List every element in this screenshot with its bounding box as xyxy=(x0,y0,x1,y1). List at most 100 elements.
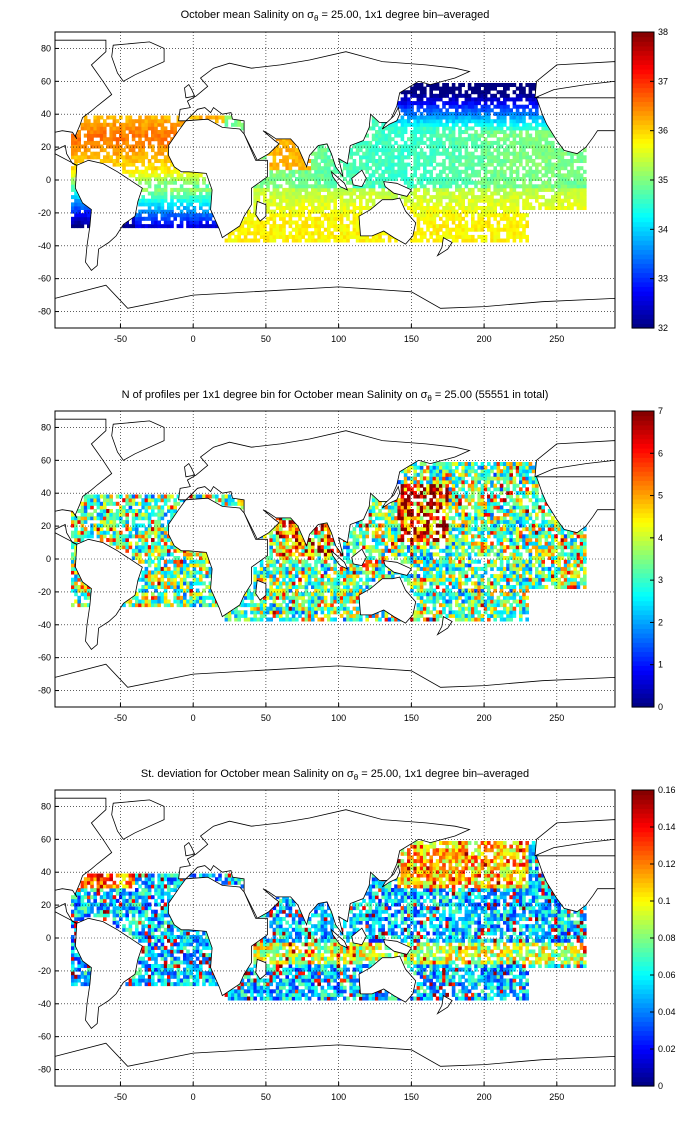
colorbar-swatch xyxy=(632,244,654,250)
colorbar-swatch xyxy=(632,956,654,962)
colorbar-tick-label: 0.08 xyxy=(658,933,676,943)
y-tick-label: 20 xyxy=(41,900,51,910)
colorbar-swatch xyxy=(632,281,654,287)
colorbar-swatch xyxy=(632,230,654,237)
colorbar-swatch xyxy=(632,864,654,870)
colorbar-swatch xyxy=(632,443,654,449)
colorbar-tick-label: 34 xyxy=(658,224,668,234)
y-tick-label: 20 xyxy=(41,142,51,152)
colorbar-swatch xyxy=(632,189,654,195)
colorbar-swatch xyxy=(632,961,654,967)
data-cells xyxy=(71,462,587,622)
land-outline xyxy=(168,118,268,239)
colorbar-swatch xyxy=(632,1067,654,1073)
colorbar-tick-label: 0.12 xyxy=(658,859,676,869)
panel-title: October mean Salinity on σθ = 25.00, 1x1… xyxy=(181,9,490,23)
colorbar-swatch xyxy=(632,272,654,278)
colorbar-swatch xyxy=(632,106,654,112)
colorbar-swatch xyxy=(632,1058,654,1064)
map-panel-2: N of profiles per 1x1 degree bin for Oct… xyxy=(38,389,663,723)
land-outline xyxy=(111,420,165,461)
colorbar-swatch xyxy=(632,1053,654,1059)
colorbar-swatch xyxy=(632,258,654,264)
colorbar-swatch xyxy=(632,840,654,847)
panel-title: St. deviation for October mean Salinity … xyxy=(141,768,529,782)
coastlines xyxy=(54,418,616,708)
x-tick-label: 200 xyxy=(477,713,492,723)
colorbar-swatch xyxy=(632,452,654,458)
land-outline xyxy=(168,497,268,618)
y-tick-label: -60 xyxy=(38,274,51,284)
colorbar-swatch xyxy=(632,78,654,84)
colorbar-swatch xyxy=(632,670,654,676)
colorbar-swatch xyxy=(632,295,654,301)
colorbar-swatch xyxy=(632,304,654,311)
x-tick-label: 100 xyxy=(331,334,346,344)
x-tick-label: 250 xyxy=(549,334,564,344)
colorbar-tick-label: 0.14 xyxy=(658,822,676,832)
colorbar-swatch xyxy=(632,901,654,907)
colorbar-swatch xyxy=(632,1016,654,1022)
y-tick-label: 40 xyxy=(41,867,51,877)
colorbar-swatch xyxy=(632,420,654,426)
colorbar-tick-label: 37 xyxy=(658,76,668,86)
colorbar-swatch xyxy=(632,914,654,921)
colorbar-swatch xyxy=(632,988,654,995)
colorbar-swatch xyxy=(632,457,654,463)
land-outline xyxy=(351,548,367,567)
x-tick-label: 200 xyxy=(477,1092,492,1102)
colorbar-swatch xyxy=(632,424,654,431)
colorbar-swatch xyxy=(632,984,654,990)
colorbar-frame xyxy=(631,410,655,708)
colorbar-swatch xyxy=(632,461,654,468)
colorbar-swatch xyxy=(632,508,654,514)
colorbar-tick-label: 35 xyxy=(658,175,668,185)
colorbar-swatch xyxy=(632,794,654,800)
colorbar-swatch xyxy=(632,600,654,606)
colorbar-swatch xyxy=(632,429,654,435)
y-tick-label: 40 xyxy=(41,109,51,119)
colorbar-swatch xyxy=(632,138,654,144)
colorbar-swatch xyxy=(632,609,654,616)
colorbar-swatch xyxy=(632,887,654,893)
colorbar-tick-label: 0.06 xyxy=(658,970,676,980)
colorbar-swatch xyxy=(632,494,654,500)
colorbar: 7 6 5 4 3 2 1 0 xyxy=(631,406,663,712)
colorbar-swatch xyxy=(632,466,654,472)
colorbar-swatch xyxy=(632,656,654,662)
colorbar-swatch xyxy=(632,947,654,953)
land-outline xyxy=(54,144,80,168)
colorbar-swatch xyxy=(632,970,654,976)
colorbar-swatch xyxy=(632,1039,654,1045)
land-outline xyxy=(184,463,196,478)
colorbar-tick-label: 5 xyxy=(658,491,663,501)
land-outline xyxy=(184,84,196,99)
colorbar-swatch xyxy=(632,147,654,153)
map-panel-1: October mean Salinity on σθ = 25.00, 1x1… xyxy=(38,9,668,344)
colorbar-swatch xyxy=(632,221,654,227)
colorbar-swatch xyxy=(632,531,654,537)
colorbar-swatch xyxy=(632,254,654,260)
colorbar-swatch xyxy=(632,554,654,560)
colorbar-swatch xyxy=(632,161,654,167)
colorbar-swatch xyxy=(632,633,654,639)
land-outline xyxy=(330,170,349,191)
colorbar-swatch xyxy=(632,877,654,884)
colorbar-swatch xyxy=(632,850,654,856)
colorbar-swatch xyxy=(632,827,654,833)
colorbar-swatch xyxy=(632,882,654,888)
colorbar-swatch xyxy=(632,873,654,879)
colorbar-swatch xyxy=(632,859,654,865)
x-tick-label: 50 xyxy=(261,713,271,723)
y-tick-label: -80 xyxy=(38,1065,51,1075)
colorbar-tick-label: 0.04 xyxy=(658,1007,676,1017)
colorbar-swatch xyxy=(632,605,654,611)
y-tick-label: -40 xyxy=(38,241,51,251)
colorbar-swatch xyxy=(632,96,654,102)
colorbar-swatch xyxy=(632,36,654,42)
colorbar-swatch xyxy=(632,64,654,70)
colorbar-swatch xyxy=(632,300,654,306)
colorbar-swatch xyxy=(632,1002,654,1008)
colorbar-swatch xyxy=(632,226,654,232)
grid-lines xyxy=(55,32,615,328)
